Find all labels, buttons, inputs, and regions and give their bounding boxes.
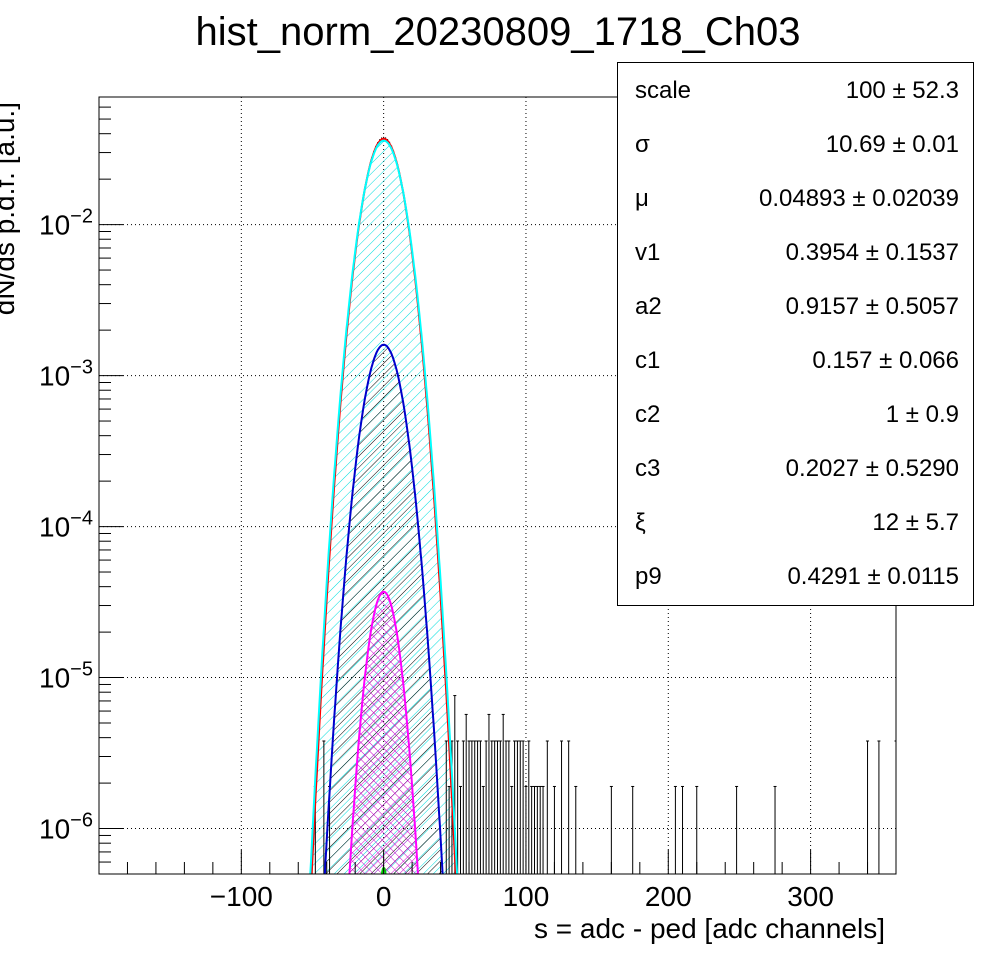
y-axis-label: dN/ds p.d.f. [a.u.] xyxy=(0,102,20,315)
stat-value: 100 ± 52.3 xyxy=(845,77,959,104)
fit-curve-2 xyxy=(309,139,459,874)
stat-row: c1 0.157 ± 0.066 xyxy=(618,333,975,387)
stat-name: c2 xyxy=(635,401,661,428)
fit-parameters-box: scale 100 ± 52.3 σ 10.69 ± 0.01 μ 0.04893 ± 0… xyxy=(617,62,974,606)
fit-curve-4 xyxy=(348,590,419,874)
stat-value: 0.3954 ± 0.1537 xyxy=(785,239,959,266)
stat-row: a2 0.9157 ± 0.5057 xyxy=(618,279,975,333)
x-tick-label: 0 xyxy=(376,881,392,912)
stat-name: scale xyxy=(635,77,692,104)
chart-title: hist_norm_20230809_1718_Ch03 xyxy=(195,10,801,54)
x-axis-label: s = adc - ped [adc channels] xyxy=(534,913,885,944)
stat-row: c2 1 ± 0.9 xyxy=(618,387,975,441)
axes: −100 0 100 200 300 10−6 10−5 10−4 10−3 10−2 xyxy=(39,96,897,912)
stat-value: 0.9157 ± 0.5057 xyxy=(785,293,959,320)
y-tick-label: 10−2 xyxy=(39,206,93,241)
x-tick-label: −100 xyxy=(210,881,273,912)
stat-name: σ xyxy=(635,131,650,158)
stat-value: 0.04893 ± 0.02039 xyxy=(758,185,959,212)
stat-name: p9 xyxy=(635,563,662,590)
stat-value: 0.2027 ± 0.5290 xyxy=(785,455,959,482)
stat-row: scale 100 ± 52.3 xyxy=(618,63,975,117)
x-tick-label: 200 xyxy=(645,881,692,912)
y-tick-label: 10−5 xyxy=(39,659,93,694)
stat-value: 1 ± 0.9 xyxy=(885,401,959,428)
stat-value: 12 ± 5.7 xyxy=(872,509,959,536)
stat-name: c1 xyxy=(635,347,661,374)
y-tick-label: 10−6 xyxy=(39,810,93,845)
stat-name: ξ xyxy=(635,509,646,536)
stat-value: 0.157 ± 0.066 xyxy=(812,347,959,374)
fit-fill-crosshatch-b xyxy=(349,591,418,874)
stat-name: μ xyxy=(635,185,649,212)
y-tick-label: 10−4 xyxy=(39,508,93,543)
stat-name: c3 xyxy=(635,455,661,482)
fit-fills xyxy=(310,140,458,874)
stat-row: σ 10.69 ± 0.01 xyxy=(618,117,975,171)
fit-curves xyxy=(309,137,459,874)
y-tick-label: 10−3 xyxy=(39,357,93,392)
stat-row: ξ 12 ± 5.7 xyxy=(618,495,975,549)
fit-curve-3 xyxy=(323,343,444,874)
stat-name: v1 xyxy=(635,239,661,266)
stat-row: v1 0.3954 ± 0.1537 xyxy=(618,225,975,279)
x-tick-label: 300 xyxy=(787,881,834,912)
x-tick-label: 100 xyxy=(503,881,550,912)
stat-row: c3 0.2027 ± 0.5290 xyxy=(618,441,975,495)
stat-value: 0.4291 ± 0.0115 xyxy=(787,563,959,590)
stat-name: a2 xyxy=(635,293,662,320)
stat-row: p9 0.4291 ± 0.0115 xyxy=(618,549,975,603)
stat-row: μ 0.04893 ± 0.02039 xyxy=(618,171,975,225)
stat-value: 10.69 ± 0.01 xyxy=(825,131,959,158)
